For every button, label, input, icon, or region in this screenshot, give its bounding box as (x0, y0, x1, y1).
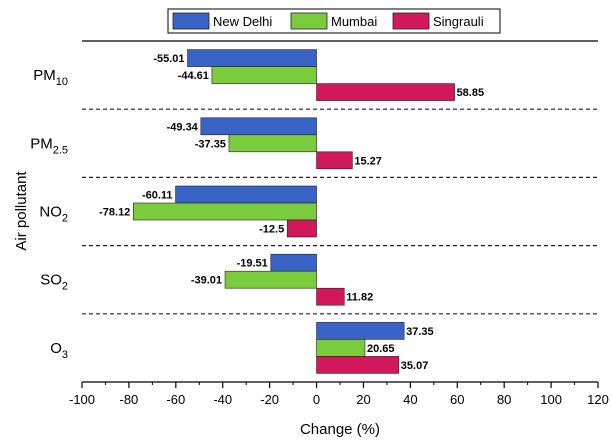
y-category-label: PM2.5 (30, 135, 68, 156)
legend-swatch (290, 12, 328, 30)
x-tick-label: -60 (166, 392, 185, 407)
bar-value-label: 37.35 (406, 326, 434, 338)
legend-label: Mumbai (331, 14, 377, 29)
y-category-labels: PM10 PM2.5 NO2 SO2 O3 (30, 67, 68, 361)
bar (316, 287, 345, 306)
bar (316, 151, 353, 170)
y-category-label: SO2 (40, 272, 68, 293)
bar (200, 117, 317, 136)
bar (224, 270, 317, 289)
bars (133, 49, 455, 374)
legend: New Delhi Mumbai Singrauli (167, 8, 501, 34)
x-tick-label: -20 (260, 392, 279, 407)
legend-swatch (392, 12, 430, 30)
x-axis-title: Change (%) (300, 421, 380, 438)
bar-value-label: -39.01 (191, 275, 222, 287)
bar (316, 339, 366, 357)
x-tick-label: 100 (540, 392, 562, 407)
x-tick-label: -100 (69, 392, 95, 407)
group-separators (82, 108, 598, 315)
y-axis-title: Air pollutant (13, 171, 30, 251)
y-category-label: NO2 (39, 204, 68, 225)
bar-value-label: 58.85 (457, 87, 485, 99)
y-category-label: PM10 (33, 67, 68, 88)
bar (316, 83, 455, 101)
bar-value-label: -12.5 (259, 224, 284, 236)
bar-value-label: -44.61 (178, 70, 209, 82)
bar (175, 185, 317, 204)
x-tick-label: 60 (450, 392, 464, 407)
legend-label: Singrauli (433, 14, 484, 29)
bar (228, 134, 317, 153)
legend-swatch (172, 12, 210, 30)
bar (286, 219, 317, 238)
bar-value-label: -78.12 (99, 207, 130, 219)
x-tick-label: -40 (213, 392, 232, 407)
x-tick-label: -80 (120, 392, 139, 407)
bar-value-label: -19.51 (237, 258, 268, 270)
bar (316, 322, 405, 340)
bar (316, 356, 400, 374)
bar-value-label: -49.34 (167, 121, 199, 133)
bar-value-label: 20.65 (367, 343, 395, 355)
bar (211, 66, 317, 84)
bar-value-label: 11.82 (346, 292, 373, 304)
bar (187, 49, 317, 67)
x-tick-label: 120 (587, 392, 609, 407)
x-tick-label: 40 (403, 392, 417, 407)
bar-value-label: -60.11 (142, 190, 173, 202)
bar (270, 253, 317, 272)
legend-label: New Delhi (213, 14, 272, 29)
bar-value-label: 35.07 (401, 360, 429, 372)
x-ticks: -100 -80 -60 -40 -20 0 20 40 60 80 100 120 (69, 382, 609, 407)
x-tick-label: 20 (356, 392, 370, 407)
y-category-label: O3 (50, 340, 68, 361)
bar-value-label: -55.01 (153, 53, 184, 65)
legend-box (167, 8, 501, 34)
bar-value-label: -37.35 (195, 138, 226, 150)
x-tick-label: 80 (497, 392, 511, 407)
bar-value-labels: -55.01 -44.61 58.85 -49.34 -37.35 15.27 -60.11… (99, 53, 484, 372)
x-tick-label: 0 (313, 392, 320, 407)
bar (133, 202, 317, 221)
bar-value-label: 15.27 (354, 155, 382, 167)
